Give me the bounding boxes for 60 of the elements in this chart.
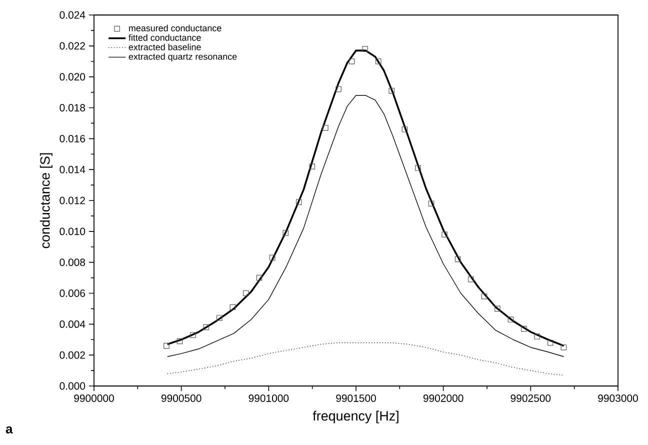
point — [309, 164, 316, 170]
line-series — [166, 50, 565, 347]
y-tick-label: 0.004 — [60, 320, 86, 328]
y-tick-label: 0.020 — [60, 73, 86, 81]
point — [190, 332, 196, 338]
point — [508, 316, 514, 322]
line-series — [167, 95, 564, 357]
point — [521, 326, 527, 332]
y-tick-label: 0.014 — [60, 166, 86, 174]
point — [388, 88, 395, 94]
point — [176, 338, 183, 344]
y-tick-label: 0.006 — [60, 290, 86, 297]
text: a — [6, 426, 13, 434]
point — [336, 86, 342, 92]
point — [230, 304, 236, 310]
y-tick-label: 0.016 — [60, 134, 86, 142]
y-tick-label: 0.002 — [60, 351, 85, 359]
y-tick-label: 0.024 — [60, 11, 86, 19]
point — [362, 46, 368, 52]
point — [454, 256, 461, 262]
y-tick-label: 0.018 — [60, 104, 86, 112]
legend-label: measured conductance — [129, 24, 222, 32]
point — [548, 340, 554, 346]
point — [428, 200, 434, 206]
y-tick-label: 0.012 — [60, 196, 85, 204]
point — [269, 254, 276, 261]
y-tick-label: 0.000 — [60, 382, 86, 390]
x-tick-label: 9900000 — [74, 394, 114, 402]
point — [560, 344, 567, 350]
point — [375, 58, 382, 64]
point — [481, 293, 488, 300]
point — [203, 324, 210, 330]
x-tick-label: 9902000 — [423, 394, 464, 402]
point — [415, 165, 421, 171]
point — [534, 334, 540, 340]
point — [256, 274, 262, 281]
point — [348, 58, 355, 64]
x-tick-label: 9903000 — [598, 394, 638, 402]
x-axis-title: frequency [Hz] — [312, 410, 398, 424]
point — [243, 290, 249, 296]
point — [216, 315, 222, 321]
x-tick-label: 9901500 — [336, 394, 376, 402]
point — [468, 276, 474, 282]
x-tick-label: 9902500 — [510, 394, 551, 402]
y-tick-label: 0.008 — [60, 258, 86, 266]
point — [282, 230, 289, 236]
x-tick-label: 9900500 — [161, 394, 202, 402]
y-tick-label: 0.022 — [60, 42, 85, 50]
x-tick-label: 9901000 — [248, 394, 289, 402]
point — [402, 126, 408, 132]
legend-label: fitted conductance — [128, 34, 201, 41]
y-axis-title: conductance [S] — [40, 153, 52, 248]
point — [494, 306, 500, 312]
y-tick-label: 0.010 — [60, 228, 86, 236]
legend-label: extracted quartz resonance — [128, 53, 237, 62]
point — [164, 342, 170, 349]
point — [322, 124, 328, 131]
point — [296, 199, 302, 205]
legend-label: extracted baseline — [128, 44, 201, 50]
point — [442, 232, 448, 238]
